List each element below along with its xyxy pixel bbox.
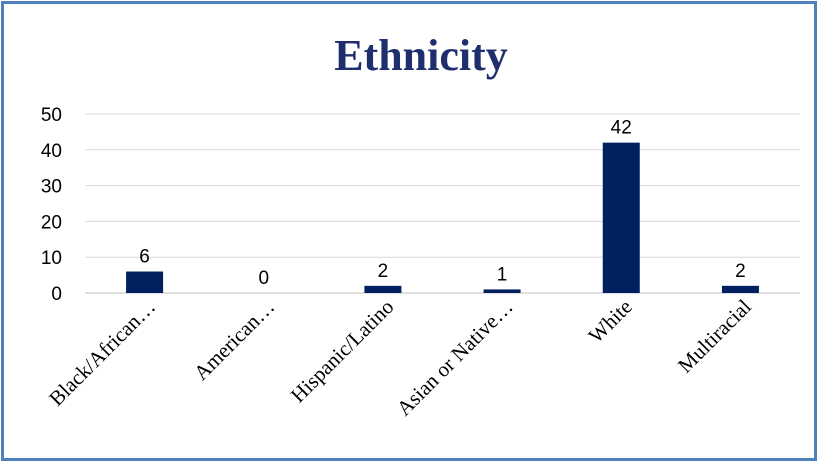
y-tick-label: 20 [41,212,62,233]
data-label: 2 [735,261,746,282]
bar [483,289,521,293]
bars [126,142,759,293]
category-label: Multiracial [673,294,756,377]
gridlines [85,113,800,294]
bar [602,142,640,293]
y-tick-label: 0 [51,284,62,305]
y-tick-label: 50 [41,105,62,126]
y-tick-label: 10 [41,248,62,269]
data-label: 2 [378,261,389,282]
bar [126,271,164,293]
chart-frame [1,1,817,461]
category-label: Black/African… [44,295,160,411]
category-label: American… [189,295,279,385]
data-label: 42 [611,118,632,139]
y-tick-label: 40 [41,141,62,162]
chart-title: Ethnicity [334,31,508,80]
category-label: White [584,295,637,348]
category-label: Asian or Native… [392,295,518,421]
y-tick-label: 30 [41,177,62,198]
data-label: 0 [258,268,269,289]
category-label: Hispanic/Latino [286,295,399,408]
category-labels: Black/African… American… Hispanic/LatinoAs… [44,294,756,420]
data-label: 1 [497,264,508,285]
bar [364,285,402,293]
y-axis-ticks: 0 10 20 30 40 50 [41,105,62,305]
bar [721,285,759,293]
data-label: 6 [139,247,150,268]
